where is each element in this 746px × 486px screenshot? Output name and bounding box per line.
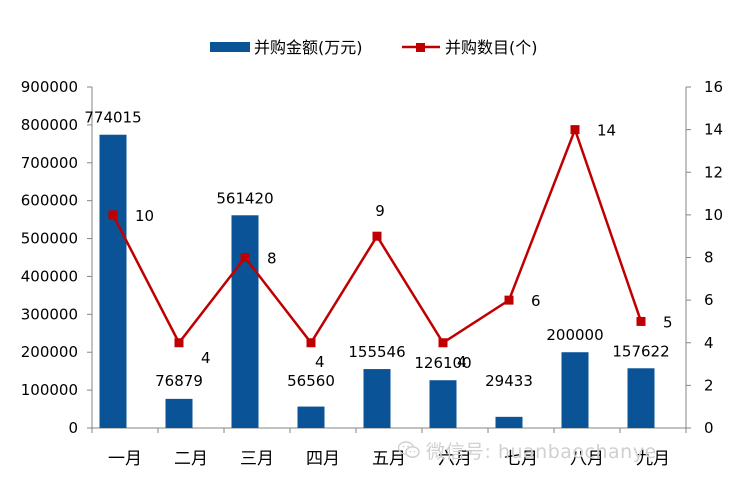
line-marker [240,253,250,262]
x-tick-label: 五月 [372,449,406,469]
left-tick-label: 700000 [21,154,78,172]
right-tick-label: 8 [704,249,714,267]
legend-bar-swatch [210,42,250,52]
bar-value-label: 774015 [84,109,141,127]
bar-value-label: 155546 [348,343,405,361]
left-tick-label: 300000 [21,305,78,323]
line-value-label: 14 [597,122,616,140]
right-tick-label: 10 [704,206,723,224]
line-value-label: 4 [315,353,325,371]
x-tick-label: 一月 [108,449,142,469]
bar [561,352,589,428]
x-tick-label: 三月 [240,449,274,469]
bar-value-label: 561420 [216,189,273,207]
right-tick-label: 2 [704,376,714,394]
bar-value-label: 126100 [414,354,471,372]
bar [495,416,523,428]
left-tick-label: 200000 [21,343,78,361]
left-tick-label: 0 [68,419,78,437]
bar-value-label: 157622 [612,342,669,360]
line-marker [504,295,514,305]
x-tick-label: 六月 [438,449,472,469]
bar [297,406,325,428]
bar-value-label: 76879 [155,372,203,390]
left-tick-label: 100000 [21,381,78,399]
line-value-label: 8 [267,250,277,268]
x-tick-label: 二月 [174,449,208,469]
left-tick-label: 800000 [21,116,78,134]
right-y-axis: 0 2 4 6 8 10 12 14 16 [685,78,723,437]
wechat-icon [398,441,420,458]
legend: 并购金额(万元) 并购数目(个) [210,38,538,57]
line-value-label: 6 [531,292,541,310]
bar [627,368,655,428]
x-tick-label: 九月 [636,449,670,469]
watermark: 微信号: huanbaochanye [398,436,738,464]
line-value-label: 5 [663,313,673,331]
legend-bar-label: 并购金额(万元) [254,38,363,57]
line-marker [636,316,646,326]
line-value-label: 9 [375,202,385,220]
bar [363,369,391,428]
bar [99,134,127,428]
line-marker [438,338,448,348]
line-marker [108,210,118,220]
bar-value-label: 29433 [485,372,533,390]
right-tick-label: 16 [704,78,723,96]
x-tick-label: 四月 [306,449,340,469]
line-value-label: 4 [457,353,467,371]
left-tick-label: 600000 [21,192,78,210]
bar-value-label: 56560 [287,372,335,390]
x-tick-label: 七月 [504,449,538,469]
line-marker [570,125,580,135]
left-tick-label: 500000 [21,230,78,248]
left-y-axis: 0 100000 200000 300000 400000 500000 600000 700… [21,78,93,437]
bar [231,215,259,428]
right-tick-label: 6 [704,291,714,309]
line-value-label: 10 [135,207,154,225]
line-marker [372,231,382,241]
bar-series [99,134,655,428]
line-series [108,125,646,348]
line-marker [174,338,184,348]
legend-line-label: 并购数目(个) [445,38,538,57]
left-tick-label: 400000 [21,267,78,285]
right-tick-label: 12 [704,163,723,181]
bar-value-label: 200000 [546,326,603,344]
bar [429,380,457,428]
right-tick-label: 14 [704,121,723,139]
watermark-text: 微信号: huanbaochanye [426,440,657,463]
legend-line-marker [416,43,425,52]
left-tick-label: 900000 [21,78,78,96]
right-tick-label: 0 [704,419,714,437]
x-tick-label: 八月 [570,449,604,469]
bar [165,398,193,428]
line-marker [306,338,316,348]
data-labels: 774015 76879 561420 56560 155546 126100 29433 2… [84,109,672,390]
line-value-label: 4 [201,349,211,367]
right-tick-label: 4 [704,334,714,352]
